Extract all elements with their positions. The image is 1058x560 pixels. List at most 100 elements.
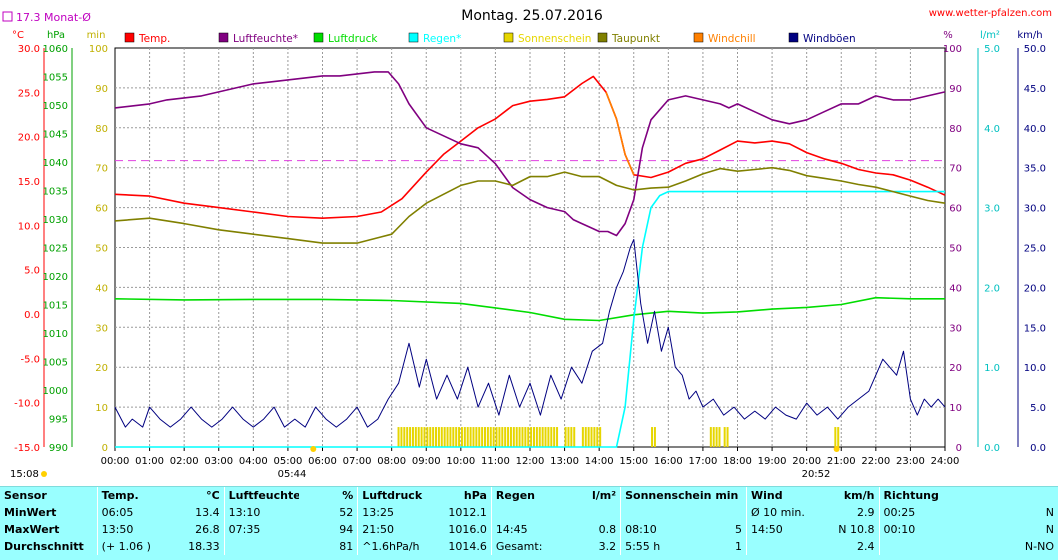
sun-time: 5:55 h bbox=[620, 538, 690, 555]
sunshine-bar bbox=[538, 427, 541, 447]
wind-axis-tick-label: 15.0 bbox=[1024, 323, 1046, 334]
rain-value: 3.2 bbox=[598, 540, 617, 553]
sunshine-bar bbox=[547, 427, 550, 447]
pressure-time: ^1.6hPa/h bbox=[357, 538, 433, 555]
sunshine-bar bbox=[481, 427, 484, 447]
sunshine-bar bbox=[498, 427, 501, 447]
sunshine-bar bbox=[495, 427, 498, 447]
direction-value: N bbox=[1045, 523, 1054, 536]
sunshine-bar bbox=[472, 427, 475, 447]
sunshine-bar bbox=[489, 427, 492, 447]
sunshine-bar bbox=[411, 427, 414, 447]
sun-axis-tick-label: 100 bbox=[89, 44, 108, 55]
x-tick-label: 20:00 bbox=[792, 456, 821, 467]
legend-label: Luftfeuchte* bbox=[233, 33, 298, 45]
sunshine-bar bbox=[400, 427, 403, 447]
wind-value: N 10.8 bbox=[838, 523, 875, 536]
row-label: MaxWert bbox=[4, 523, 60, 536]
humidity-time bbox=[223, 538, 300, 555]
sunshine-bar bbox=[532, 427, 535, 447]
legend-swatch bbox=[124, 32, 135, 43]
summary-row-min: MinWert 06:05 13.4 13:10 52 13:25 1012.1… bbox=[0, 504, 1058, 521]
sunshine-bar bbox=[709, 427, 712, 447]
pressure-axis-tick-label: 1055 bbox=[43, 73, 68, 84]
sunshine-bar bbox=[403, 427, 406, 447]
pressure-axis-tick-label: 990 bbox=[49, 443, 68, 454]
header-sensor: Sensor bbox=[4, 489, 47, 502]
sunshine-bar bbox=[417, 427, 420, 447]
sun-axis-tick-label: 70 bbox=[95, 164, 108, 175]
pressure-value: 1016.0 bbox=[448, 523, 487, 536]
humidity-axis-tick-label: 0 bbox=[956, 443, 962, 454]
humidity-time: 07:35 bbox=[223, 521, 300, 538]
sunshine-bar bbox=[409, 427, 412, 447]
x-tick-label: 02:00 bbox=[170, 456, 199, 467]
summary-panel: Sensor Temp. °C Luftfeuchte % Luftdruck … bbox=[0, 486, 1058, 560]
row-label: MinWert bbox=[4, 506, 57, 519]
wind-time bbox=[746, 538, 826, 555]
x-tick-label: 16:00 bbox=[654, 456, 683, 467]
humidity-axis-tick-label: 50 bbox=[949, 244, 962, 255]
sunshine-bar bbox=[535, 427, 538, 447]
unit-sun: min bbox=[87, 30, 106, 41]
temp-time: 13:50 bbox=[96, 521, 164, 538]
x-tick-label: 12:00 bbox=[516, 456, 545, 467]
x-tick-label: 04:00 bbox=[239, 456, 268, 467]
pressure-axis-tick-label: 1050 bbox=[43, 101, 68, 112]
sunshine-bar bbox=[406, 427, 409, 447]
unit-temp: °C bbox=[12, 30, 24, 41]
sunshine-bar bbox=[581, 427, 584, 447]
rain-time bbox=[490, 504, 558, 521]
sunshine-bar bbox=[553, 427, 556, 447]
x-tick-label: 14:00 bbox=[585, 456, 614, 467]
sunshine-bar bbox=[429, 427, 432, 447]
legend-swatch bbox=[313, 32, 324, 43]
sun-axis-tick-label: 40 bbox=[95, 283, 108, 294]
rain-axis-tick-label: 4.0 bbox=[984, 124, 1000, 135]
pressure-axis-tick-label: 1020 bbox=[43, 272, 68, 283]
rain-axis-tick-label: 5.0 bbox=[984, 44, 1000, 55]
sunshine-bar bbox=[530, 427, 533, 447]
x-tick-label: 07:00 bbox=[343, 456, 372, 467]
pressure-axis-tick-label: 1025 bbox=[43, 244, 68, 255]
x-tick-label: 21:00 bbox=[827, 456, 856, 467]
x-tick-label: 24:00 bbox=[931, 456, 960, 467]
x-tick-label: 06:00 bbox=[308, 456, 337, 467]
sunshine-bar bbox=[475, 427, 478, 447]
pressure-axis-tick-label: 1010 bbox=[43, 329, 68, 340]
legend: Temp. Luftfeuchte* Luftdruck Regen* Sonnensc… bbox=[124, 32, 856, 45]
sunshine-bar bbox=[718, 427, 721, 447]
unit-humidity: % bbox=[943, 30, 953, 41]
humidity-axis-tick-label: 20 bbox=[949, 363, 962, 374]
temp-axis-tick-label: 25.0 bbox=[18, 88, 40, 99]
sunshine-bar bbox=[492, 427, 495, 447]
wind-axis-tick-label: 50.0 bbox=[1024, 44, 1046, 55]
series-line bbox=[605, 92, 635, 176]
pressure-axis-tick-label: 1060 bbox=[43, 44, 68, 55]
temp-value: 18.33 bbox=[188, 540, 220, 553]
x-tick-label: 11:00 bbox=[481, 456, 510, 467]
x-tick-label: 17:00 bbox=[689, 456, 718, 467]
header-humidity: Luftfeuchte bbox=[223, 487, 300, 504]
direction-time: 00:10 bbox=[878, 521, 952, 538]
direction-time bbox=[878, 538, 952, 555]
humidity-value: 81 bbox=[339, 540, 354, 553]
temp-axis-tick-label: -5.0 bbox=[20, 354, 40, 365]
sunset-marker bbox=[833, 446, 840, 452]
series-line bbox=[115, 190, 945, 448]
humidity-axis-tick-label: 30 bbox=[949, 323, 962, 334]
wind-value: 2.9 bbox=[857, 506, 875, 519]
legend-label: Windchill bbox=[708, 33, 756, 45]
x-tick-label: 18:00 bbox=[723, 456, 752, 467]
website-label[interactable]: www.wetter-pfalzen.com bbox=[929, 8, 1052, 19]
sunshine-bar bbox=[726, 427, 729, 447]
summary-header-row: Sensor Temp. °C Luftfeuchte % Luftdruck … bbox=[0, 487, 1058, 504]
sunshine-bar bbox=[834, 427, 837, 447]
sunshine-bar bbox=[651, 427, 654, 447]
x-tick-label: 22:00 bbox=[861, 456, 890, 467]
rain-axis-tick-label: 0.0 bbox=[984, 443, 1000, 454]
temp-axis-tick-label: -10.0 bbox=[14, 399, 40, 410]
avg-icon bbox=[2, 11, 13, 22]
sunshine-bar bbox=[504, 427, 507, 447]
humidity-axis-tick-label: 60 bbox=[949, 204, 962, 215]
